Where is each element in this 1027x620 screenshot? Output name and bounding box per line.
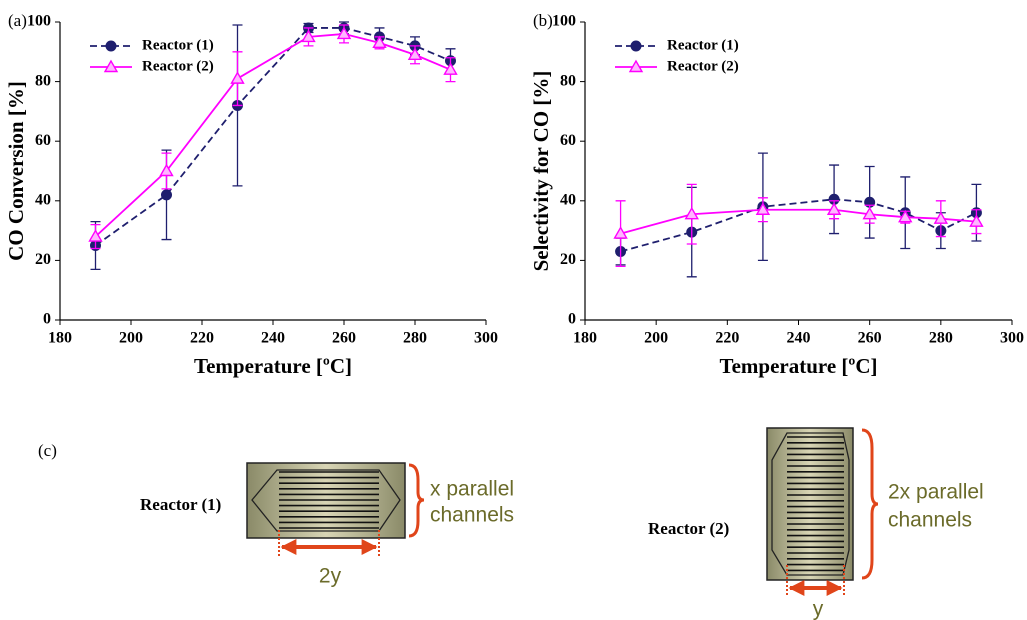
marker	[443, 62, 458, 75]
y-tick-label: 100	[27, 13, 51, 30]
x-tick-label: 240	[261, 330, 285, 347]
marker	[407, 47, 423, 60]
x-tick-label: 220	[715, 330, 739, 347]
marker	[161, 189, 172, 201]
x-axis-title: Temperature [ºC]	[194, 354, 352, 378]
x-tick-label: 180	[573, 330, 597, 347]
x-tick-label: 200	[644, 330, 668, 347]
x-tick-label: 240	[787, 330, 811, 347]
y-tick-label: 60	[35, 132, 51, 149]
legend-label: Reactor (2)	[142, 58, 214, 74]
reactor-label: Reactor (2)	[648, 519, 729, 538]
y-tick-label: 40	[35, 191, 51, 208]
y-tick-label: 40	[560, 191, 576, 208]
diagram: (c) Reactor (1) x parallel channels 2y R…	[38, 427, 984, 620]
panel-label: (b)	[533, 11, 553, 30]
x-tick-label: 280	[929, 330, 953, 347]
marker	[826, 202, 842, 215]
x-tick-label: 300	[1000, 330, 1024, 347]
channels	[279, 471, 379, 529]
panel-label: (a)	[8, 11, 27, 30]
marker	[301, 29, 316, 43]
y-tick-label: 0	[568, 311, 576, 328]
channel-label: channels	[430, 504, 514, 527]
width-label: y	[813, 598, 824, 620]
channel-label: x parallel	[430, 478, 514, 501]
marker	[933, 211, 949, 224]
marker	[684, 206, 699, 220]
series-line	[620, 198, 977, 253]
x-tick-label: 180	[48, 330, 72, 347]
marker	[230, 71, 245, 84]
x-tick-label: 260	[332, 330, 356, 347]
legend-label: Reactor (1)	[142, 37, 214, 53]
marker	[898, 209, 913, 223]
channel-label: 2x parallel	[888, 481, 984, 504]
y-tick-label: 0	[43, 311, 51, 328]
legend-marker	[630, 40, 642, 52]
y-tick-label: 100	[552, 13, 576, 30]
marker	[336, 26, 352, 40]
series-line	[620, 208, 977, 235]
marker	[88, 229, 103, 242]
reactor-body	[766, 427, 854, 581]
panel-label: (c)	[38, 441, 57, 460]
x-tick-label: 280	[403, 330, 427, 347]
x-tick-label: 260	[858, 330, 882, 347]
y-tick-label: 20	[35, 251, 51, 268]
marker	[372, 35, 387, 49]
x-tick-label: 220	[190, 330, 214, 347]
series-line	[94, 33, 451, 238]
y-tick-label: 80	[35, 72, 51, 89]
marker	[969, 214, 984, 227]
y-tick-label: 60	[560, 132, 576, 149]
y-axis-title: CO Conversion [%]	[4, 81, 28, 261]
marker	[159, 163, 174, 177]
reactor-label: Reactor (1)	[140, 495, 221, 514]
brace	[408, 463, 425, 538]
brace	[861, 428, 879, 580]
legend-marker	[103, 59, 119, 73]
marker	[862, 206, 877, 220]
legend-label: Reactor (1)	[667, 37, 739, 53]
marker	[613, 226, 628, 239]
x-tick-label: 300	[474, 330, 498, 347]
series-line	[94, 27, 451, 247]
x-tick-label: 200	[119, 330, 143, 347]
legend-label: Reactor (2)	[667, 58, 739, 74]
y-axis-title: Selectivity for CO [%]	[529, 71, 553, 272]
width-label: 2y	[319, 565, 342, 588]
channels	[787, 436, 844, 572]
legend-marker	[105, 40, 117, 52]
x-axis-title: Temperature [ºC]	[720, 354, 878, 378]
marker	[755, 202, 771, 215]
y-tick-label: 20	[560, 251, 576, 268]
y-tick-label: 80	[560, 72, 576, 89]
channel-label: channels	[888, 509, 972, 532]
legend-marker	[628, 59, 644, 73]
